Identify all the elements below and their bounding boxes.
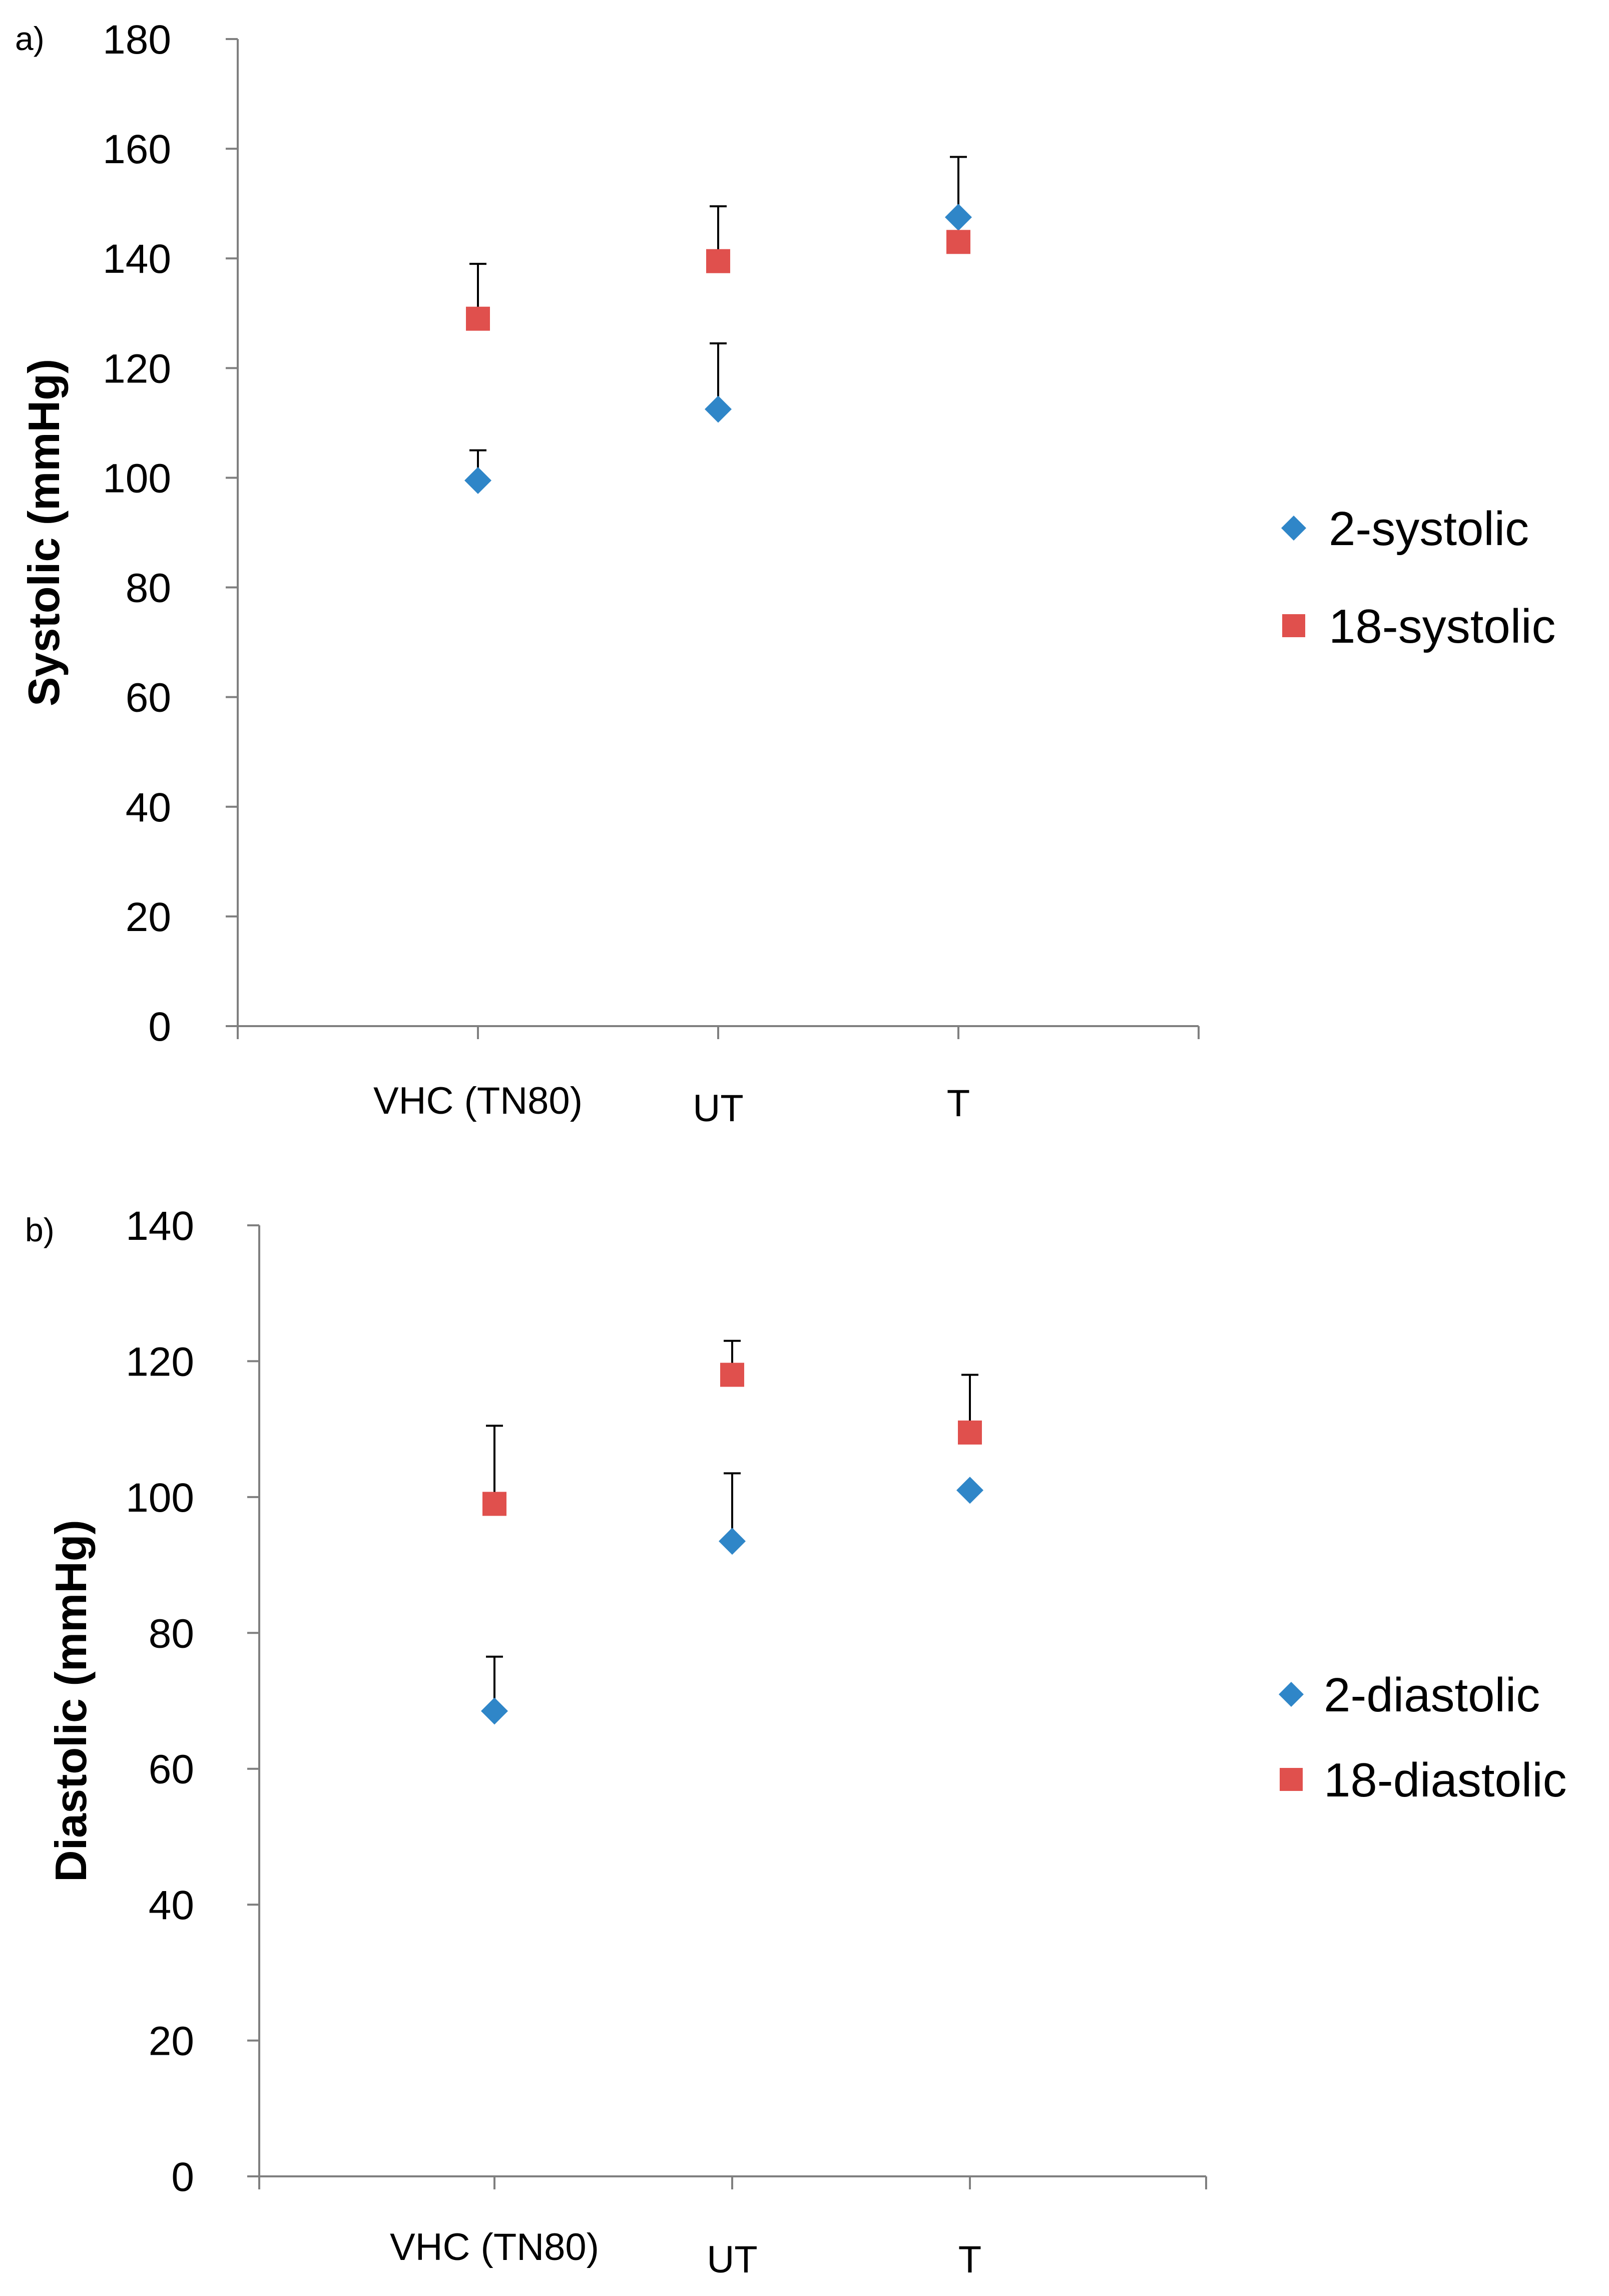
y-tick-label: 40 xyxy=(149,1883,194,1928)
y-tick-label: 140 xyxy=(126,1203,194,1249)
y-tick-label: 0 xyxy=(148,1004,171,1050)
y-tick-label: 60 xyxy=(149,1747,194,1792)
y-tick-label: 80 xyxy=(126,566,171,611)
y-tick-label: 120 xyxy=(103,346,171,391)
data-point-diamond xyxy=(956,1477,983,1504)
x-category-label: VHC (TN80) xyxy=(390,2226,599,2268)
x-category-label: UT xyxy=(693,1087,743,1130)
data-point-square xyxy=(946,230,970,254)
x-category-label: VHC (TN80) xyxy=(373,1080,583,1122)
y-axis-title: Systolic (mmHg) xyxy=(19,359,69,706)
legend-label: 2-systolic xyxy=(1329,502,1529,556)
panel-label: b) xyxy=(25,1211,55,1248)
legend-label: 18-diastolic xyxy=(1324,1753,1567,1807)
y-tick-label: 180 xyxy=(103,17,171,63)
y-tick-label: 0 xyxy=(171,2154,194,2200)
y-tick-label: 100 xyxy=(126,1475,194,1521)
y-tick-label: 160 xyxy=(103,127,171,172)
chart-panel-b: b) 0 20 40 60 80 100 120 140 VHC (TN80) UT T Diastol… xyxy=(25,1203,1567,2281)
data-point-diamond xyxy=(705,395,732,423)
series-2-systolic xyxy=(464,156,972,494)
y-axis-title: Diastolic (mmHg) xyxy=(46,1520,96,1882)
x-category-label: T xyxy=(958,2238,981,2281)
data-point-square xyxy=(720,1362,744,1387)
data-point-square xyxy=(466,306,490,331)
panel-label: a) xyxy=(15,20,45,57)
legend-marker-diamond xyxy=(1281,516,1306,541)
data-point-square xyxy=(482,1492,506,1516)
y-tick-label: 20 xyxy=(126,894,171,940)
legend-label: 18-systolic xyxy=(1329,600,1555,653)
legend: 2-diastolic 18-diastolic xyxy=(1279,1668,1567,1807)
y-tick-label: 120 xyxy=(126,1339,194,1385)
legend: 2-systolic 18-systolic xyxy=(1281,502,1555,653)
series-18-systolic xyxy=(466,205,970,331)
y-tick-label: 100 xyxy=(103,455,171,501)
data-point-diamond xyxy=(945,204,972,231)
y-tick-label: 80 xyxy=(149,1611,194,1656)
y-tick-label: 60 xyxy=(126,675,171,721)
y-tick-label: 40 xyxy=(126,785,171,830)
chart-panel-a: a) 0 20 40 60 80 100 120 140 160 180 VHC (TN80) UT T S… xyxy=(15,17,1555,1130)
axes: 0 20 40 60 80 100 120 140 160 180 VHC (TN80) UT T xyxy=(103,17,1200,1130)
series-18-diastolic xyxy=(482,1339,982,1516)
y-tick-label: 20 xyxy=(149,2019,194,2064)
series-2-diastolic xyxy=(481,1472,983,1725)
data-point-diamond xyxy=(719,1528,746,1555)
x-category-label: T xyxy=(947,1082,970,1125)
legend-marker-square xyxy=(1280,1768,1303,1791)
data-point-square xyxy=(706,249,730,273)
data-point-diamond xyxy=(481,1697,508,1725)
legend-label: 2-diastolic xyxy=(1324,1668,1540,1722)
y-tick-label: 140 xyxy=(103,236,171,282)
legend-marker-diamond xyxy=(1279,1682,1304,1707)
data-point-diamond xyxy=(464,467,491,494)
x-category-label: UT xyxy=(707,2238,757,2281)
axes: 0 20 40 60 80 100 120 140 VHC (TN80) UT T xyxy=(126,1203,1207,2281)
legend-marker-square xyxy=(1282,614,1305,637)
data-point-square xyxy=(958,1420,982,1445)
